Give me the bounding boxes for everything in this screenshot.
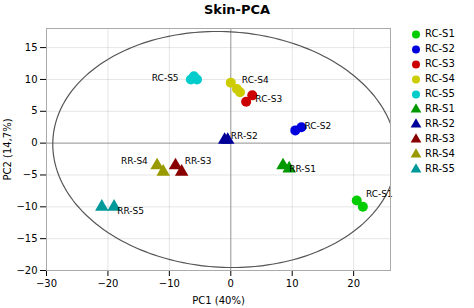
svg-text:RR-S4: RR-S4	[121, 156, 148, 166]
svg-text:RC-S4: RC-S4	[242, 75, 269, 85]
svg-text:20: 20	[347, 278, 360, 289]
svg-text:10: 10	[286, 278, 299, 289]
svg-text:−20: −20	[97, 278, 118, 289]
svg-text:RR-S5: RR-S5	[117, 206, 144, 216]
html-text:Skin-PCA: Skin-PCA	[203, 2, 271, 17]
html-text:RR-S3: RR-S3	[425, 133, 455, 144]
svg-text:10: 10	[25, 74, 38, 85]
html-text:RR-S2: RR-S2	[425, 118, 455, 129]
svg-text:RC-S2: RC-S2	[305, 121, 332, 131]
svg-text:5: 5	[31, 105, 37, 116]
html-text:RC-S2: RC-S2	[425, 43, 455, 54]
html-text:RR-S5: RR-S5	[425, 163, 455, 174]
svg-text:RC-S5: RC-S5	[152, 73, 179, 83]
html-text:RR-S4: RR-S4	[425, 148, 455, 159]
html-text:RC-S5: RC-S5	[425, 88, 455, 99]
svg-text:PC2 (14,7%): PC2 (14,7%)	[2, 118, 13, 180]
svg-text:−5: −5	[23, 169, 38, 180]
svg-text:−30: −30	[36, 278, 57, 289]
svg-text:0: 0	[228, 278, 234, 289]
svg-text:RR-S2: RR-S2	[231, 131, 258, 141]
html-text:RC-S3: RC-S3	[425, 58, 455, 69]
svg-text:RC-S1: RC-S1	[366, 189, 393, 199]
svg-text:PC1 (40%): PC1 (40%)	[192, 295, 245, 306]
svg-text:−10: −10	[159, 278, 180, 289]
svg-text:15: 15	[25, 42, 38, 53]
html-text:RR-S1: RR-S1	[425, 103, 455, 114]
svg-text:RC-S3: RC-S3	[255, 94, 282, 104]
html-text:RC-S1: RC-S1	[425, 28, 455, 39]
html-text:RC-S4: RC-S4	[425, 73, 455, 84]
svg-text:−20: −20	[16, 265, 37, 276]
svg-text:−15: −15	[16, 233, 37, 244]
svg-text:−10: −10	[16, 201, 37, 212]
svg-text:RR-S3: RR-S3	[185, 156, 212, 166]
svg-text:0: 0	[31, 137, 37, 148]
svg-text:RR-S1: RR-S1	[289, 164, 316, 174]
